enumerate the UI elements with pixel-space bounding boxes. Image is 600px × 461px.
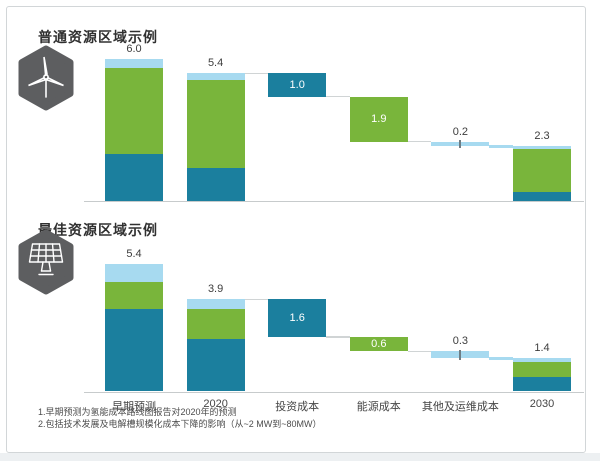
section-title-best-resource: 最佳资源区域示例 [38, 221, 158, 238]
wind-turbine-icon [17, 45, 75, 111]
footnote-1: 1.早期预测为氢能成本路线图报告对2020年的预测 [38, 407, 237, 417]
bottom-shadow-strip [0, 453, 600, 461]
footnotes: 1.早期预测为氢能成本路线图报告对2020年的预测 2.包括技术发展及电解槽规模… [38, 406, 322, 430]
solar-panel-icon [17, 229, 75, 295]
section-title-common-resource: 普通资源区域示例 [38, 28, 158, 45]
footnote-2: 2.包括技术发展及电解槽规模化成本下降的影响（从~2 MW到~80MW） [38, 419, 322, 429]
